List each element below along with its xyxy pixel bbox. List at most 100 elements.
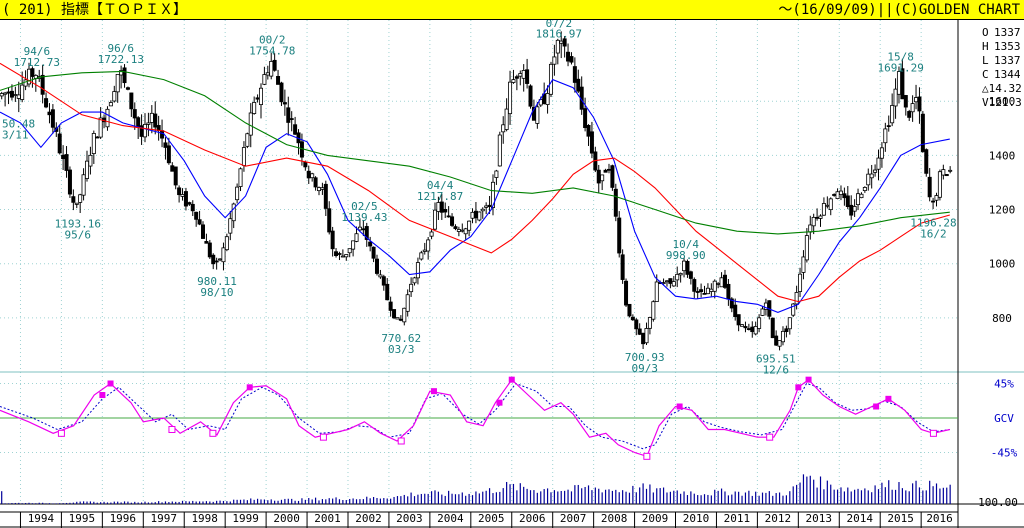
price-annotation: 1139.43 bbox=[341, 211, 387, 224]
candle-body bbox=[381, 276, 386, 286]
candle-body bbox=[450, 216, 455, 226]
title-bar: ( 201) 指標【ＴＯＰＩＸ】 ～(16/09/09)||(C)GOLDEN … bbox=[0, 0, 1024, 20]
candle-body bbox=[340, 255, 345, 258]
candle-body bbox=[688, 271, 693, 279]
candle-body bbox=[262, 74, 267, 85]
candle-body bbox=[552, 56, 557, 65]
candle-body bbox=[600, 174, 605, 182]
candle-body bbox=[555, 39, 560, 54]
oscillator-sell-marker bbox=[766, 433, 774, 441]
candle-body bbox=[293, 124, 298, 135]
candle-body bbox=[937, 171, 942, 198]
candle-body bbox=[23, 79, 28, 87]
x-tick-label: 2013 bbox=[806, 512, 833, 525]
candle-body bbox=[463, 228, 468, 235]
candle-body bbox=[166, 145, 171, 164]
candle-body bbox=[910, 103, 915, 113]
candle-body bbox=[279, 82, 284, 103]
candle-body bbox=[637, 328, 642, 335]
x-tick-label: 2016 bbox=[926, 512, 953, 525]
candle-body bbox=[78, 194, 83, 203]
candle-body bbox=[337, 253, 342, 255]
candle-body bbox=[9, 90, 14, 98]
oscillator-buy-marker bbox=[873, 403, 880, 410]
candle-body bbox=[780, 330, 785, 343]
candle-body bbox=[671, 281, 676, 287]
candle-body bbox=[142, 123, 147, 138]
oscillator-label: -45% bbox=[991, 447, 1018, 460]
oscillator-buy-marker bbox=[805, 376, 812, 383]
candle-body bbox=[98, 117, 103, 138]
candle-body bbox=[0, 93, 4, 97]
candle-body bbox=[644, 328, 649, 344]
candle-body bbox=[218, 258, 223, 261]
candle-body bbox=[344, 254, 349, 258]
candle-body bbox=[746, 328, 751, 330]
candle-body bbox=[859, 193, 864, 199]
oscillator-signal-line bbox=[0, 382, 950, 450]
candle-body bbox=[886, 125, 891, 128]
candle-body bbox=[583, 108, 588, 128]
candle-body bbox=[907, 111, 912, 118]
candle-body bbox=[456, 229, 461, 232]
candle-body bbox=[627, 303, 632, 317]
candle-body bbox=[136, 117, 141, 128]
candle-body bbox=[613, 188, 618, 217]
candle-body bbox=[757, 317, 762, 329]
candle-body bbox=[927, 176, 932, 198]
candle-body bbox=[289, 118, 294, 120]
candle-body bbox=[453, 226, 458, 229]
candle-body bbox=[866, 173, 871, 186]
candle-body bbox=[276, 75, 281, 85]
candle-body bbox=[204, 241, 209, 244]
price-annotation: 1217.87 bbox=[417, 190, 463, 203]
candle-body bbox=[484, 205, 489, 208]
ohlc-open: 1337 bbox=[994, 26, 1021, 39]
candle-body bbox=[842, 193, 847, 199]
candle-body bbox=[47, 111, 52, 116]
price-annotation: 12/6 bbox=[763, 363, 790, 376]
candle-body bbox=[811, 216, 816, 227]
candle-body bbox=[207, 242, 212, 258]
candle-body bbox=[504, 108, 509, 130]
candle-body bbox=[327, 208, 332, 233]
candle-body bbox=[228, 218, 233, 234]
x-tick-label: 2008 bbox=[601, 512, 628, 525]
candle-body bbox=[647, 317, 652, 329]
price-annotation: 1193.16 bbox=[55, 217, 101, 230]
oscillator-sell-marker bbox=[397, 437, 405, 445]
candle-body bbox=[122, 67, 127, 84]
candle-body bbox=[528, 85, 533, 107]
candle-body bbox=[112, 91, 117, 102]
candle-body bbox=[323, 183, 328, 209]
candle-body bbox=[6, 91, 11, 94]
candle-body bbox=[378, 274, 383, 278]
price-annotation: 1691.29 bbox=[878, 62, 924, 75]
candle-body bbox=[740, 324, 745, 327]
candle-body bbox=[675, 273, 680, 281]
candle-body bbox=[480, 208, 485, 212]
candle-body bbox=[586, 124, 591, 137]
candle-body bbox=[699, 289, 704, 293]
y-tick-label: 1400 bbox=[989, 149, 1016, 162]
candle-body bbox=[794, 292, 799, 305]
candle-body bbox=[941, 169, 946, 176]
candle-body bbox=[398, 318, 403, 321]
candle-body bbox=[443, 208, 448, 213]
candle-body bbox=[651, 301, 656, 320]
candle-body bbox=[419, 252, 424, 260]
candle-body bbox=[849, 204, 854, 216]
ohlc-low: 1337 bbox=[994, 54, 1021, 67]
candle-body bbox=[545, 93, 550, 105]
candle-body bbox=[368, 241, 373, 247]
candle-body bbox=[791, 303, 796, 316]
candle-body bbox=[729, 298, 734, 309]
oscillator-buy-marker bbox=[496, 399, 503, 406]
candle-body bbox=[596, 169, 601, 184]
candle-body bbox=[282, 102, 287, 105]
x-tick-label: 2010 bbox=[683, 512, 710, 525]
candle-body bbox=[64, 154, 69, 171]
candle-body bbox=[286, 107, 291, 123]
candle-body bbox=[832, 194, 837, 196]
candle-body bbox=[825, 204, 830, 207]
